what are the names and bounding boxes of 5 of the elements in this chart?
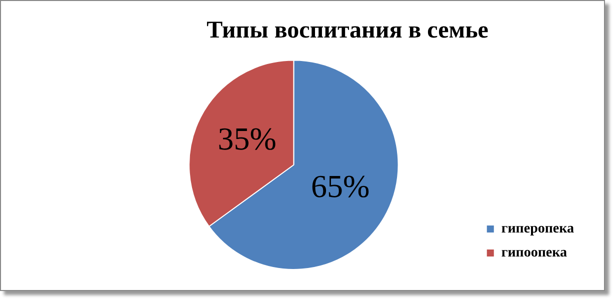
data-label: 35% [218, 120, 276, 157]
data-label: 65% [310, 168, 370, 204]
chart-title: Типы воспитания в семье [206, 18, 489, 44]
legend-label: гиперопека [501, 222, 574, 237]
legend-label: гипоопека [501, 246, 567, 261]
